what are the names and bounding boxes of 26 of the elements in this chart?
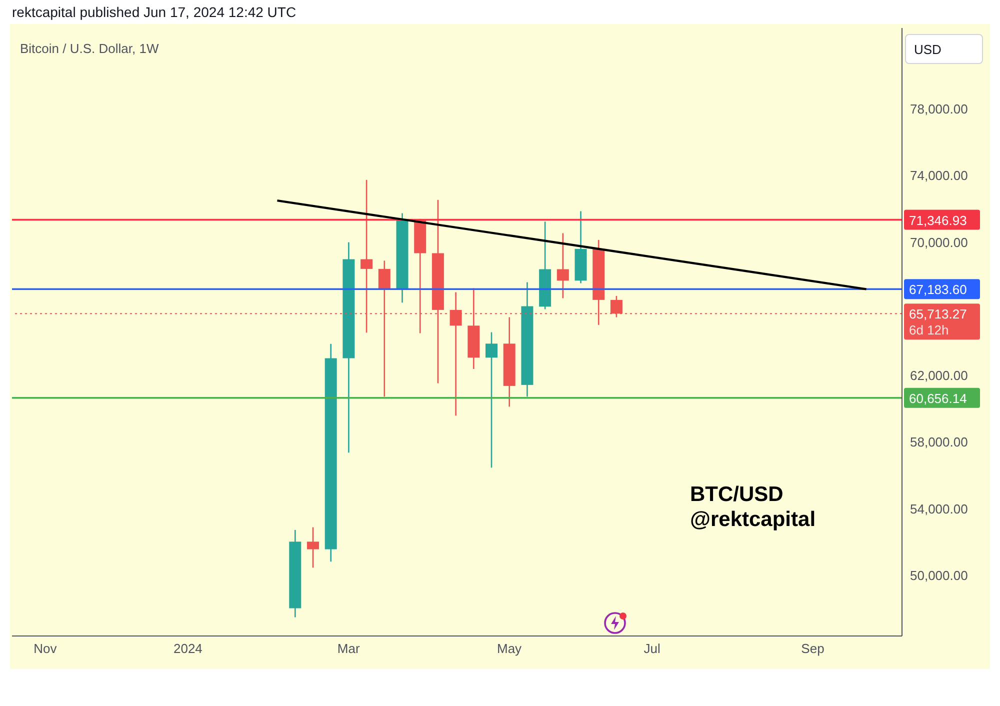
annotation: BTC/USD [690, 482, 784, 507]
chart-title: rektcapital published Jun 17, 2024 12:42 UTC [12, 4, 296, 20]
ref-line-label: 67,183.60 [909, 282, 967, 298]
y-tick-label: 54,000.00 [910, 501, 968, 516]
y-tick-label: 74,000.00 [910, 168, 968, 184]
annotation: @rektcapital [690, 507, 816, 532]
text: Bitcoin / U.S. Dollar, 1W [20, 41, 159, 56]
candlestick [486, 332, 498, 468]
y-tick-label: 50,000.00 [910, 568, 968, 583]
x-tick-label: Nov [34, 641, 58, 656]
text: USD [905, 34, 983, 64]
candlestick [306, 526, 319, 568]
text: 6d 12h [909, 322, 949, 338]
candlestick [556, 232, 569, 299]
x-tick-label: 2024 [174, 641, 202, 656]
x-tick-label: Mar [337, 641, 360, 656]
ref-line-label: 60,656.14 [909, 390, 967, 406]
ref-line-label: 71,346.93 [909, 212, 967, 228]
ref-line-label: 65,713.27 [909, 306, 967, 322]
y-tick-label: 62,000.00 [910, 368, 968, 384]
x-tick-label: Sep [801, 641, 824, 656]
y-tick-label: 58,000.00 [910, 434, 968, 450]
x-tick-label: May [496, 641, 522, 656]
y-tick-label: 70,000.00 [910, 234, 968, 250]
x-tick-label: Jul [644, 641, 661, 656]
y-tick-label: 78,000.00 [910, 102, 968, 117]
